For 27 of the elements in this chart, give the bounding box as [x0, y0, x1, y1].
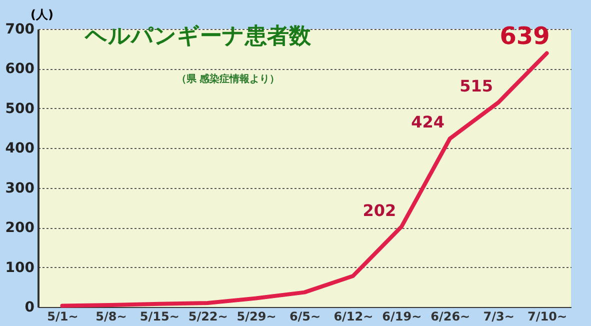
x-tick-label: 7/10~	[528, 310, 568, 324]
y-tick-label: 500	[5, 100, 35, 117]
y-tick-label: 400	[5, 140, 35, 157]
x-tick-label: 7/3~	[483, 310, 514, 324]
x-tick-label: 5/15~	[140, 310, 180, 324]
line-series	[60, 51, 549, 308]
x-tick-label: 5/29~	[236, 310, 276, 324]
x-tick-label: 6/19~	[382, 310, 422, 324]
x-tick-label: 5/8~	[96, 310, 127, 324]
y-axis-title: (人)	[30, 8, 54, 22]
x-tick-label: 6/12~	[334, 310, 374, 324]
data-label: 202	[362, 200, 396, 220]
y-tick-label: 0	[24, 300, 35, 316]
data-label: 424	[411, 112, 445, 132]
y-tick-label: 700	[5, 22, 35, 38]
chart-title: ヘルパンギーナ患者数	[84, 24, 312, 49]
annotation: （県 感染症情報より）	[176, 73, 280, 85]
x-tick-label: 5/22~	[188, 310, 228, 324]
data-label: 515	[460, 76, 494, 96]
x-tick-label: 6/5~	[289, 310, 321, 324]
y-tick-label: 100	[5, 260, 35, 276]
x-tick-label: 5/1~	[47, 310, 78, 324]
y-tick-label: 200	[5, 220, 35, 236]
data-label: 639	[500, 22, 550, 50]
y-tick-label: 300	[5, 180, 35, 196]
y-tick-label: 600	[5, 61, 35, 78]
x-tick-label: 6/26~	[430, 310, 470, 324]
